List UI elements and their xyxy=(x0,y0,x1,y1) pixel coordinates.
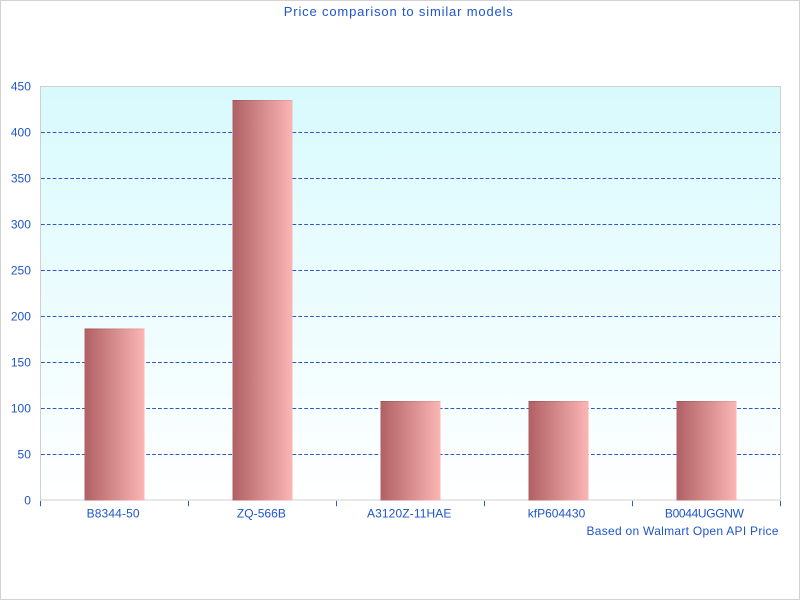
svg-text:A3120Z-11HAE: A3120Z-11HAE xyxy=(367,507,452,521)
svg-text:300: 300 xyxy=(11,217,31,231)
svg-text:400: 400 xyxy=(11,126,31,140)
svg-text:Based on Walmart Open API Pric: Based on Walmart Open API Price xyxy=(587,524,779,538)
svg-text:200: 200 xyxy=(11,309,31,323)
svg-text:50: 50 xyxy=(18,447,32,461)
svg-text:250: 250 xyxy=(11,263,31,277)
svg-text:150: 150 xyxy=(11,355,31,369)
svg-text:0: 0 xyxy=(24,493,31,507)
svg-text:ZQ-566B: ZQ-566B xyxy=(237,507,286,521)
svg-text:450: 450 xyxy=(11,80,31,94)
svg-text:kfP604430: kfP604430 xyxy=(528,507,586,521)
svg-text:B0044UGGNW: B0044UGGNW xyxy=(665,507,745,521)
svg-text:Price comparison to similar mo: Price comparison to similar models xyxy=(284,4,514,19)
svg-text:100: 100 xyxy=(11,401,31,415)
svg-text:B8344-50: B8344-50 xyxy=(87,507,140,521)
svg-text:350: 350 xyxy=(11,171,31,185)
